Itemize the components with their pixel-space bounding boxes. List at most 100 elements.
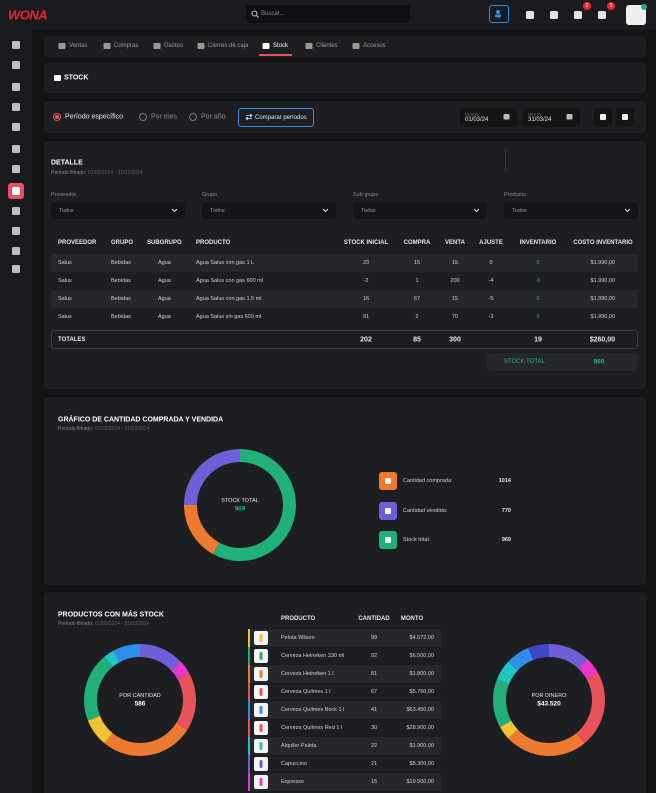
table-cell: $1.990,00 [590, 278, 615, 284]
badge [583, 2, 591, 10]
select-label: Producto [504, 192, 527, 198]
product-amount: $19.500,00 [406, 779, 434, 785]
search-box[interactable] [246, 5, 410, 23]
icon [259, 670, 263, 678]
select[interactable] [353, 202, 487, 219]
column-header: STOCK INICIAL [343, 240, 389, 246]
icon [262, 43, 270, 49]
radio-label[interactable]: Por mes [151, 113, 178, 121]
table-cell: Salus [58, 278, 72, 284]
product-qty: 81 [370, 671, 378, 677]
product-qty: 21 [370, 761, 378, 767]
period-dates: 01/03/2024 - 31/03/2024 [88, 170, 143, 176]
product-name: Cerveza Quilmes Red 1 l [281, 725, 343, 731]
table-cell: 15 [451, 260, 459, 266]
tabs-panel [44, 36, 646, 57]
product-name: Cerveza Quilmes 1 l [281, 689, 331, 695]
row-color-bar [248, 737, 250, 755]
table-cell: Agua Salus con gas 1 L [196, 260, 255, 266]
tab[interactable]: Accesos [363, 43, 386, 49]
donut-segment [171, 661, 190, 680]
select[interactable] [51, 202, 185, 219]
table-cell: 16 [362, 296, 370, 302]
status-dot [641, 4, 647, 10]
donut-segment [549, 644, 588, 669]
icon [259, 634, 263, 642]
donut-center-label: POR DINERO [531, 693, 567, 699]
donut-segment [104, 650, 120, 667]
tab[interactable]: Gastos [164, 43, 184, 49]
avatar[interactable] [626, 5, 646, 25]
period-label: Período filtrado: [58, 426, 94, 432]
icon [496, 10, 500, 14]
icon [259, 652, 263, 660]
table-cell: Salus [58, 260, 72, 266]
table-cell: 15 [413, 260, 421, 266]
compare-button[interactable] [238, 108, 314, 127]
tab-icon [197, 43, 205, 49]
icon [197, 43, 205, 49]
column-header: PRODUCTO [281, 616, 316, 622]
table-row [248, 701, 441, 719]
radio[interactable] [139, 113, 147, 121]
sidebar [0, 30, 32, 793]
icon [622, 114, 628, 120]
table-cell: $1.990,00 [590, 260, 615, 266]
search-icon [251, 10, 259, 18]
tab[interactable]: Stock [273, 43, 289, 49]
radio[interactable] [53, 113, 61, 121]
logo: WONA [8, 7, 48, 23]
donut-segment [176, 673, 196, 731]
table-cell: Bebidas [111, 260, 131, 266]
donut-center-value: 969 [234, 505, 246, 513]
icon [259, 760, 263, 768]
icon [256, 15, 259, 18]
select-value: Todos [512, 208, 527, 214]
icon [12, 83, 20, 91]
product-amount: $63.450,00 [406, 707, 434, 713]
product-amount: $4.572,00 [409, 635, 434, 641]
donut-segment [499, 720, 518, 739]
sidebar-icon [12, 165, 20, 173]
icon [259, 778, 263, 786]
radio[interactable] [189, 113, 197, 121]
product-qty: 41 [370, 707, 378, 713]
icon [259, 706, 263, 714]
tab[interactable]: Clientes [316, 43, 338, 49]
add-user-button[interactable] [489, 5, 509, 23]
top-icon [598, 11, 606, 19]
select[interactable] [504, 202, 638, 219]
donut-segment [528, 644, 549, 661]
totals-cell: $260,00 [589, 336, 615, 343]
tab-icon [305, 43, 313, 49]
product-qty: 15 [370, 779, 378, 785]
icon [259, 724, 263, 732]
tab[interactable]: Compras [114, 43, 139, 49]
table-cell: -2 [363, 278, 369, 284]
table-cell: Salus [58, 296, 72, 302]
totals-label: TOTALES [58, 336, 86, 343]
column-header: AJUSTE [479, 240, 503, 246]
icon [598, 11, 606, 19]
table-cell: -4 [488, 278, 494, 284]
table-cell: -5 [488, 296, 494, 302]
icon [473, 208, 480, 213]
date-field[interactable] [523, 108, 580, 127]
tab[interactable]: Ventas [69, 43, 88, 49]
legend-label: Stock total: [403, 537, 431, 543]
period-label: Período filtrado: [58, 621, 94, 627]
radio-label[interactable]: Período específico [65, 113, 123, 121]
radio-label[interactable]: Por año [201, 113, 226, 121]
product-qty: 99 [370, 635, 378, 641]
donut-segment [578, 659, 599, 680]
table-row [248, 629, 441, 647]
icon [624, 208, 631, 213]
date-field[interactable] [460, 108, 517, 127]
totals-cell: 85 [413, 336, 421, 343]
tab[interactable]: Cierres de caja [208, 43, 249, 49]
select[interactable] [202, 202, 336, 219]
icon [385, 478, 391, 484]
column-header: INVENTARIO [519, 240, 557, 246]
donut [184, 449, 296, 561]
